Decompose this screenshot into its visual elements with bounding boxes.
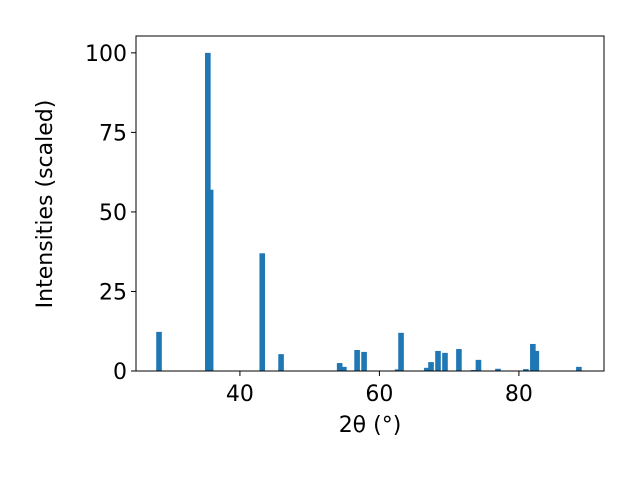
y-tick-label: 75: [99, 121, 127, 146]
bar: [336, 363, 343, 371]
x-tick-label: 80: [505, 382, 533, 407]
bar: [495, 368, 501, 371]
y-axis-label: Intensities (scaled): [33, 100, 58, 309]
x-axis-label: 2θ (°): [339, 413, 402, 438]
bar: [398, 332, 404, 371]
bar: [523, 369, 529, 371]
y-tick-label: 25: [99, 280, 127, 305]
x-tick-label: 60: [365, 382, 393, 407]
bar: [259, 253, 266, 371]
bar: [428, 362, 434, 371]
bar: [354, 350, 360, 371]
bar: [530, 343, 536, 371]
bar: [435, 350, 441, 371]
y-tick-label: 0: [113, 360, 127, 385]
bar: [456, 349, 462, 371]
bar: [156, 331, 162, 371]
bar: [361, 351, 367, 371]
bar: [394, 369, 401, 371]
x-tick-label: 40: [226, 382, 254, 407]
y-tick-label: 50: [99, 201, 127, 226]
bar: [442, 352, 448, 371]
bar: [341, 366, 347, 371]
bar: [278, 354, 284, 371]
bar: [207, 189, 214, 371]
bar: [424, 367, 430, 371]
plot-frame: [135, 35, 605, 372]
y-tick-label: 100: [85, 42, 127, 67]
bar: [533, 350, 540, 371]
bar: [576, 366, 582, 371]
bar: [475, 359, 482, 371]
